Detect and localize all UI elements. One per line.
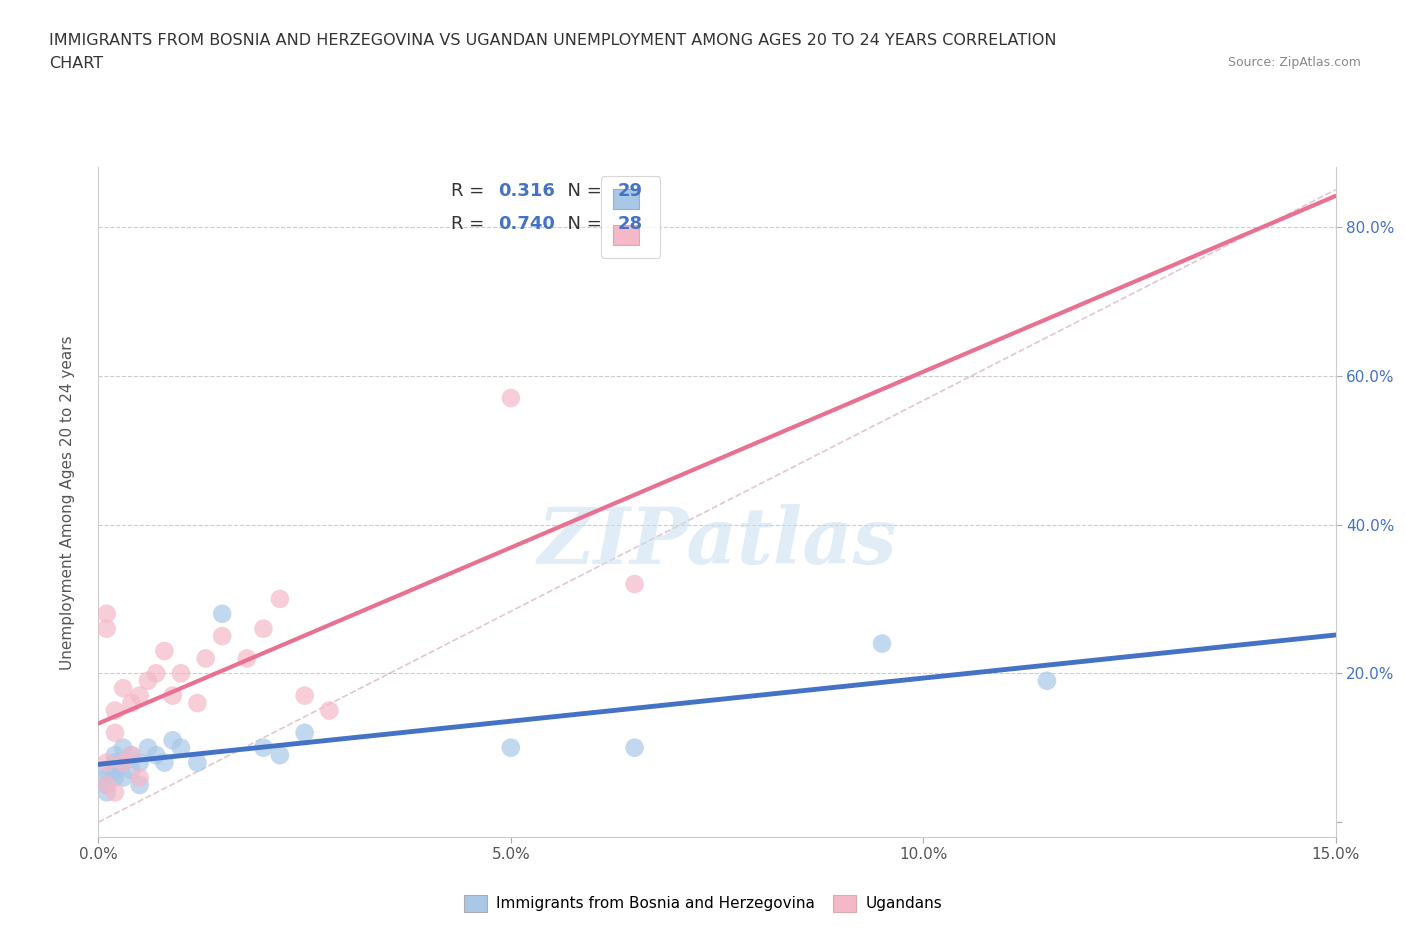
Text: N =: N = [557,182,607,200]
Point [1036,673,1059,688]
Point [128,777,150,792]
Point [96,777,118,792]
Text: 28: 28 [619,216,643,233]
Point [104,703,127,718]
Text: ZIPatlas: ZIPatlas [537,504,897,580]
Point [136,673,159,688]
Point [211,629,233,644]
Point [112,740,135,755]
Point [252,740,274,755]
Point [294,688,316,703]
Point [112,681,135,696]
Point [120,748,142,763]
Point [120,748,142,763]
Point [104,785,127,800]
Point [128,688,150,703]
Point [194,651,217,666]
Point [104,725,127,740]
Point [211,606,233,621]
Legend: , : , [600,177,661,258]
Text: R =: R = [451,182,491,200]
Point [294,725,316,740]
Point [112,755,135,770]
Point [104,770,127,785]
Point [499,391,522,405]
Text: Source: ZipAtlas.com: Source: ZipAtlas.com [1227,56,1361,69]
Y-axis label: Unemployment Among Ages 20 to 24 years: Unemployment Among Ages 20 to 24 years [60,335,75,670]
Point [236,651,259,666]
Text: 0.316: 0.316 [498,182,555,200]
Point [170,740,193,755]
Point [96,770,118,785]
Point [104,755,127,770]
Point [870,636,893,651]
Point [145,666,167,681]
Point [623,740,645,755]
Point [128,755,150,770]
Point [499,740,522,755]
Text: 0.740: 0.740 [498,216,555,233]
Text: 29: 29 [619,182,643,200]
Point [623,577,645,591]
Point [162,688,184,703]
Point [170,666,193,681]
Point [96,606,118,621]
Point [269,748,291,763]
Point [128,770,150,785]
Point [153,755,176,770]
Point [112,770,135,785]
Point [96,777,118,792]
Text: CHART: CHART [49,56,103,71]
Point [104,763,127,777]
Text: N =: N = [557,216,607,233]
Point [269,591,291,606]
Point [112,755,135,770]
Text: IMMIGRANTS FROM BOSNIA AND HERZEGOVINA VS UGANDAN UNEMPLOYMENT AMONG AGES 20 TO : IMMIGRANTS FROM BOSNIA AND HERZEGOVINA V… [49,33,1057,47]
Point [96,785,118,800]
Point [96,755,118,770]
Point [104,748,127,763]
Legend: Immigrants from Bosnia and Herzegovina, Ugandans: Immigrants from Bosnia and Herzegovina, … [458,889,948,918]
Point [186,696,208,711]
Point [120,696,142,711]
Point [96,621,118,636]
Point [318,703,340,718]
Point [162,733,184,748]
Point [186,755,208,770]
Point [252,621,274,636]
Point [153,644,176,658]
Point [120,763,142,777]
Point [145,748,167,763]
Point [136,740,159,755]
Point [96,763,118,777]
Text: R =: R = [451,216,491,233]
